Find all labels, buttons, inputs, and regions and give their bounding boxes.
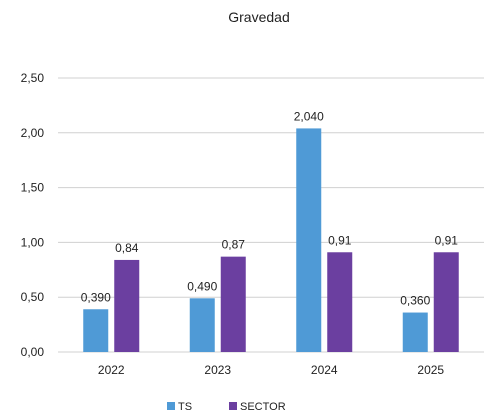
y-axis: 0,00 0,50 1,00 1,50 2,00 2,50 [21, 71, 45, 359]
bar-sector-2024 [327, 252, 353, 352]
data-labels: 0,390 0,84 0,490 0,87 2,040 0,91 0,360 0,91 [81, 109, 459, 307]
x-tick-label: 2024 [311, 363, 338, 377]
y-tick-label: 1,00 [21, 235, 45, 249]
y-tick-label: 0,00 [21, 345, 45, 359]
y-tick-label: 2,50 [21, 71, 45, 85]
x-tick-label: 2025 [417, 363, 444, 377]
legend-swatch-sector [229, 402, 237, 410]
bar-sector-2022 [114, 259, 140, 352]
y-tick-label: 0,50 [21, 290, 45, 304]
y-tick-label: 1,50 [21, 181, 45, 195]
x-axis: 2022 2023 2024 2025 [98, 363, 445, 377]
y-tick-label: 2,00 [21, 126, 45, 140]
legend: TS SECTOR [167, 401, 286, 413]
data-label: 0,91 [435, 233, 459, 247]
data-label: 0,490 [187, 279, 217, 293]
legend-label-ts: TS [178, 401, 192, 413]
data-label: 0,87 [222, 238, 246, 252]
legend-label-sector: SECTOR [240, 401, 286, 413]
bar-sector-2025 [433, 252, 459, 352]
bar-ts-2024 [296, 128, 322, 352]
data-label: 0,360 [400, 294, 430, 308]
bar-ts-2022 [83, 309, 109, 352]
bar-ts-2023 [189, 298, 215, 352]
data-label: 0,84 [115, 241, 139, 255]
x-tick-label: 2023 [204, 363, 231, 377]
bar-ts-2025 [402, 312, 428, 352]
x-tick-label: 2022 [98, 363, 125, 377]
bars [83, 128, 459, 352]
legend-swatch-ts [167, 402, 175, 410]
data-label: 0,390 [81, 290, 111, 304]
bar-sector-2023 [220, 256, 246, 352]
chart-title: Gravedad [228, 9, 289, 25]
data-label: 2,040 [294, 109, 324, 123]
data-label: 0,91 [328, 233, 352, 247]
